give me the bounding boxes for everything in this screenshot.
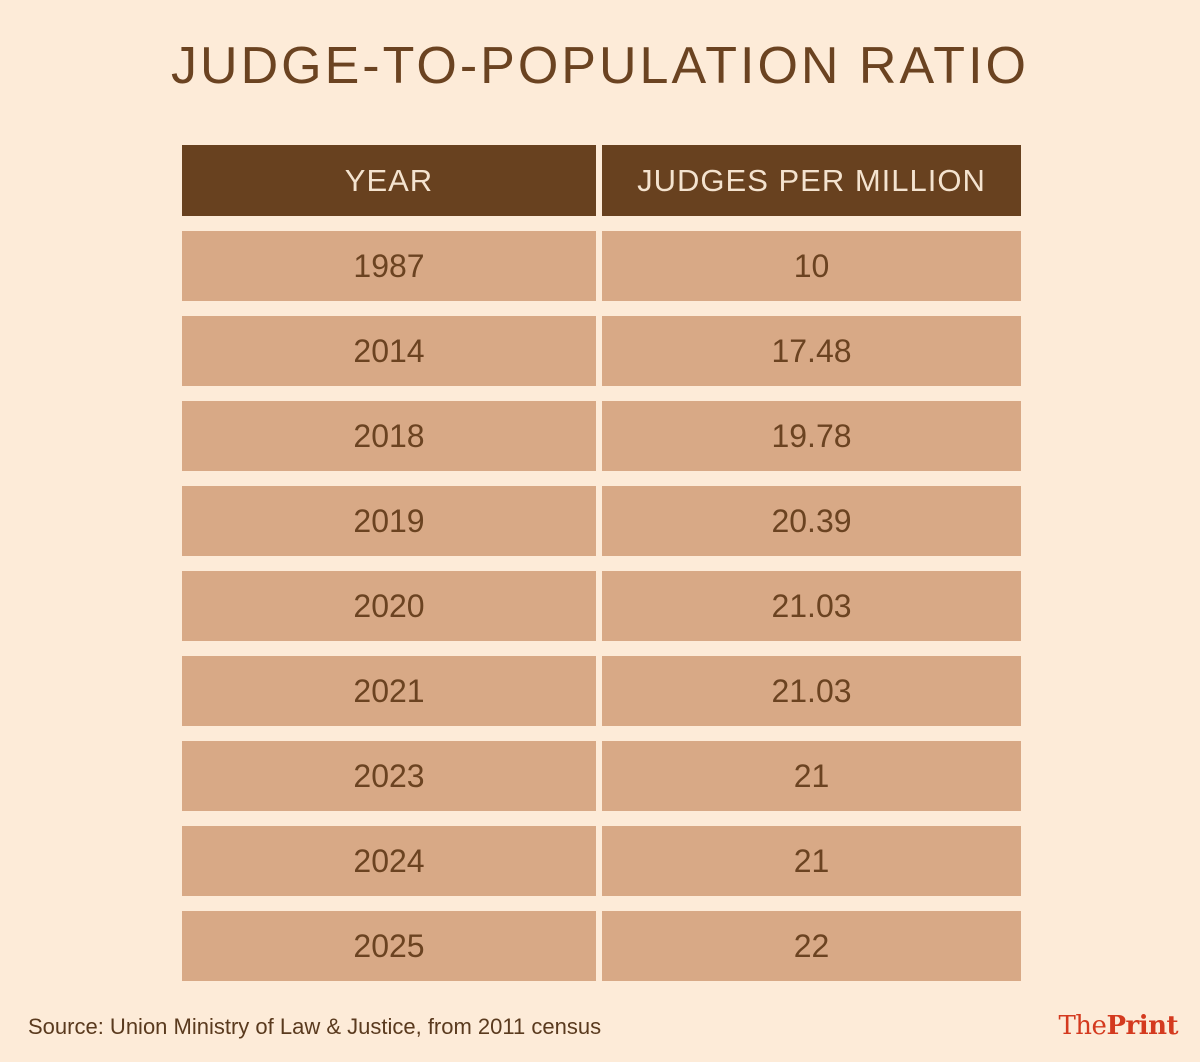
header-year: YEAR: [182, 145, 596, 216]
year-cell: 2014: [182, 316, 596, 386]
table-row: 2020 21.03: [182, 571, 1021, 641]
header-judges-per-million: JUDGES PER MILLION: [602, 145, 1021, 216]
table-row: 1987 10: [182, 231, 1021, 301]
table-row: 2018 19.78: [182, 401, 1021, 471]
table-row: 2021 21.03: [182, 656, 1021, 726]
chart-title: JUDGE-TO-POPULATION RATIO: [171, 37, 1029, 95]
year-cell: 2023: [182, 741, 596, 811]
table-header-row: YEAR JUDGES PER MILLION: [182, 145, 1021, 216]
source-note: Source: Union Ministry of Law & Justice,…: [28, 1014, 602, 1039]
judges-per-million-cell: 20.39: [602, 486, 1021, 556]
year-cell: 2024: [182, 826, 596, 896]
judges-per-million-cell: 17.48: [602, 316, 1021, 386]
judges-per-million-cell: 10: [602, 231, 1021, 301]
judges-per-million-cell: 21: [602, 741, 1021, 811]
judges-per-million-cell: 21.03: [602, 656, 1021, 726]
year-cell: 2021: [182, 656, 596, 726]
judges-per-million-cell: 21: [602, 826, 1021, 896]
year-cell: 2018: [182, 401, 596, 471]
judges-per-million-cell: 22: [602, 911, 1021, 981]
judges-per-million-cell: 21.03: [602, 571, 1021, 641]
table-row: 2019 20.39: [182, 486, 1021, 556]
table-row: 2024 21: [182, 826, 1021, 896]
logo-print: Print: [1106, 1011, 1178, 1041]
judges-per-million-cell: 19.78: [602, 401, 1021, 471]
year-cell: 2019: [182, 486, 596, 556]
year-cell: 1987: [182, 231, 596, 301]
ratio-table: YEAR JUDGES PER MILLION 1987 10 2014 17.48 2…: [182, 145, 1021, 981]
year-cell: 2020: [182, 571, 596, 641]
table-row: 2025 22: [182, 911, 1021, 981]
year-cell: 2025: [182, 911, 596, 981]
table-row: 2023 21: [182, 741, 1021, 811]
logo-the: The: [1058, 1011, 1107, 1041]
table-row: 2014 17.48: [182, 316, 1021, 386]
theprint-logo: ThePrint: [1058, 1011, 1178, 1041]
